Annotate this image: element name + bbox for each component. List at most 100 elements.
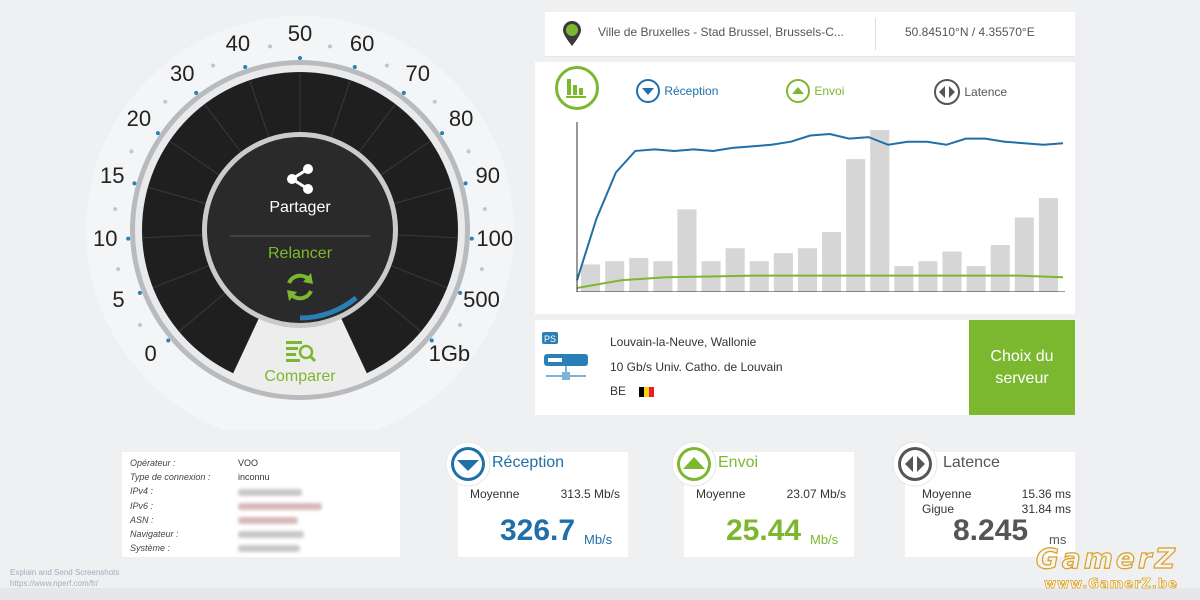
gauge-dot — [163, 99, 168, 104]
chart-bar — [966, 266, 986, 292]
gauge-segment-line — [169, 140, 220, 176]
legend-latency-label: Latence — [964, 85, 1008, 99]
gauge-tick-label: 500 — [463, 287, 500, 313]
progress-arc — [299, 295, 358, 321]
server-badge-text: PS — [544, 334, 556, 344]
upload-unit: Mb/s — [810, 532, 839, 547]
info-row: ASN : — [130, 515, 298, 525]
upload-avg-value: 23.07 Mb/s — [786, 487, 846, 501]
latency-jitter-label: Gigue — [922, 502, 955, 516]
gauge-segment-line — [178, 292, 226, 332]
footer-url: https://www.nperf.com/fr/ — [10, 579, 99, 588]
gauge-dot — [466, 149, 471, 154]
speed-gauge — [86, 12, 540, 430]
info-label: ASN : — [130, 514, 154, 525]
watermark-url: www.GamerZ.be — [1044, 577, 1178, 593]
download-avg-label: Moyenne — [470, 487, 520, 501]
location-name: Ville de Bruxelles - Stad Brussel, Bruss… — [598, 25, 844, 39]
location-coords: 50.84510°N / 4.35570°E — [905, 25, 1035, 39]
server-icon: PS — [542, 332, 588, 380]
gauge-tick-label: 0 — [144, 341, 157, 367]
chart-bar — [942, 251, 962, 292]
chart-bar — [894, 266, 914, 292]
latency-jitter-value: 31.84 ms — [1021, 502, 1071, 516]
gauge-segment-line — [204, 103, 242, 153]
info-label: Type de connexion : — [130, 472, 211, 483]
chart-bar — [870, 130, 890, 292]
location-pin-icon — [563, 21, 581, 46]
info-row: Type de connexion : inconnu — [130, 472, 270, 482]
info-row: Navigateur : — [130, 529, 304, 539]
gauge-dot — [116, 267, 121, 272]
latency-avg-value: 15.36 ms — [1021, 487, 1071, 501]
gauge-segment-line — [330, 80, 351, 138]
legend-download: Réception — [635, 78, 718, 104]
chart-bar — [677, 209, 697, 292]
compare-button[interactable]: Comparer — [250, 338, 350, 393]
gauge-tick-label: 50 — [287, 21, 313, 46]
restart-button[interactable]: Relancer — [240, 245, 360, 315]
upload-arrow-icon — [786, 79, 810, 103]
gauge-tick-label: 20 — [126, 106, 152, 132]
latency-unit: ms — [1049, 532, 1067, 547]
gauge-tick-label: 90 — [475, 163, 500, 189]
gauge-tick-mark — [137, 290, 142, 295]
redacted-value — [238, 516, 298, 524]
upload-stat-card: Envoi Moyenne 23.07 Mb/s 25.44 Mb/s — [671, 441, 854, 557]
location-bar: Ville de Bruxelles - Stad Brussel, Bruss… — [545, 12, 1075, 57]
gauge-dot — [267, 44, 272, 49]
gauge-tick-label: 40 — [225, 31, 251, 57]
gauge-dot — [457, 323, 462, 328]
redacted-value — [238, 545, 300, 553]
server-provider: 10 Gb/s Univ. Catho. de Louvain — [610, 360, 783, 374]
location-divider — [875, 18, 876, 50]
chart-bar — [629, 257, 649, 292]
gauge-segment-line — [391, 265, 448, 289]
legend-upload: Envoi — [785, 78, 844, 104]
download-avg-value: 313.5 Mb/s — [560, 487, 620, 501]
gauge-tick-mark — [194, 90, 199, 95]
download-value: 326.7 — [500, 514, 576, 547]
gauge-tick-label: 30 — [170, 60, 195, 86]
gauge-tick-label: 60 — [349, 31, 375, 57]
info-label: Navigateur : — [130, 529, 179, 539]
gauge-panel: 0 5 10 15 20 30 40 50 60 70 80 90 100 500 1Gb Partager… — [0, 0, 540, 430]
share-label: Partager — [269, 199, 331, 216]
latency-value: 8.245 — [953, 514, 1029, 547]
gauge-tick-mark — [352, 64, 357, 69]
info-label: IPv4 : — [130, 486, 154, 497]
gauge-tick-label: 1Gb — [428, 341, 471, 367]
gauge-tick-mark — [166, 338, 171, 343]
gauge-tick-mark — [401, 90, 406, 95]
gauge-tick-label: 70 — [405, 60, 430, 86]
choose-server-button[interactable]: Choix du serveur — [969, 320, 1075, 415]
restart-label: Relancer — [267, 245, 333, 262]
latency-badge-icon — [892, 441, 938, 487]
share-button[interactable]: Partager — [240, 155, 360, 230]
belgium-flag-icon — [639, 386, 655, 397]
chart-bar — [725, 248, 745, 292]
chart-bar — [605, 261, 625, 292]
gauge-tick-label: 5 — [112, 287, 125, 313]
gauge-tick-mark — [243, 64, 248, 69]
download-arrow-icon — [636, 79, 660, 103]
latency-stat-card: Latence Moyenne 15.36 ms Gigue 31.84 ms … — [892, 441, 1075, 557]
upload-stat-title: Envoi — [718, 454, 759, 471]
gauge-dot — [432, 99, 437, 104]
upload-badge-icon — [671, 441, 717, 487]
server-country: BE — [610, 384, 655, 398]
gauge-tick-mark — [429, 338, 434, 343]
chart-bar — [773, 253, 793, 292]
gauge-segment-line — [374, 292, 422, 332]
bottom-strip — [0, 588, 1200, 600]
chart-bar — [581, 264, 601, 292]
legend-download-label: Réception — [664, 84, 719, 98]
info-label: Opérateur : — [130, 458, 176, 468]
gauge-dot — [482, 207, 487, 212]
server-card: PS Louvain-la-Neuve, Wallonie 10 Gb/s Un… — [535, 320, 969, 415]
upload-value: 25.44 — [726, 514, 802, 547]
gauge-dot — [328, 44, 333, 49]
graph-toggle-button[interactable] — [555, 66, 599, 110]
legend-upload-label: Envoi — [814, 84, 845, 98]
chart-bar — [797, 248, 817, 292]
